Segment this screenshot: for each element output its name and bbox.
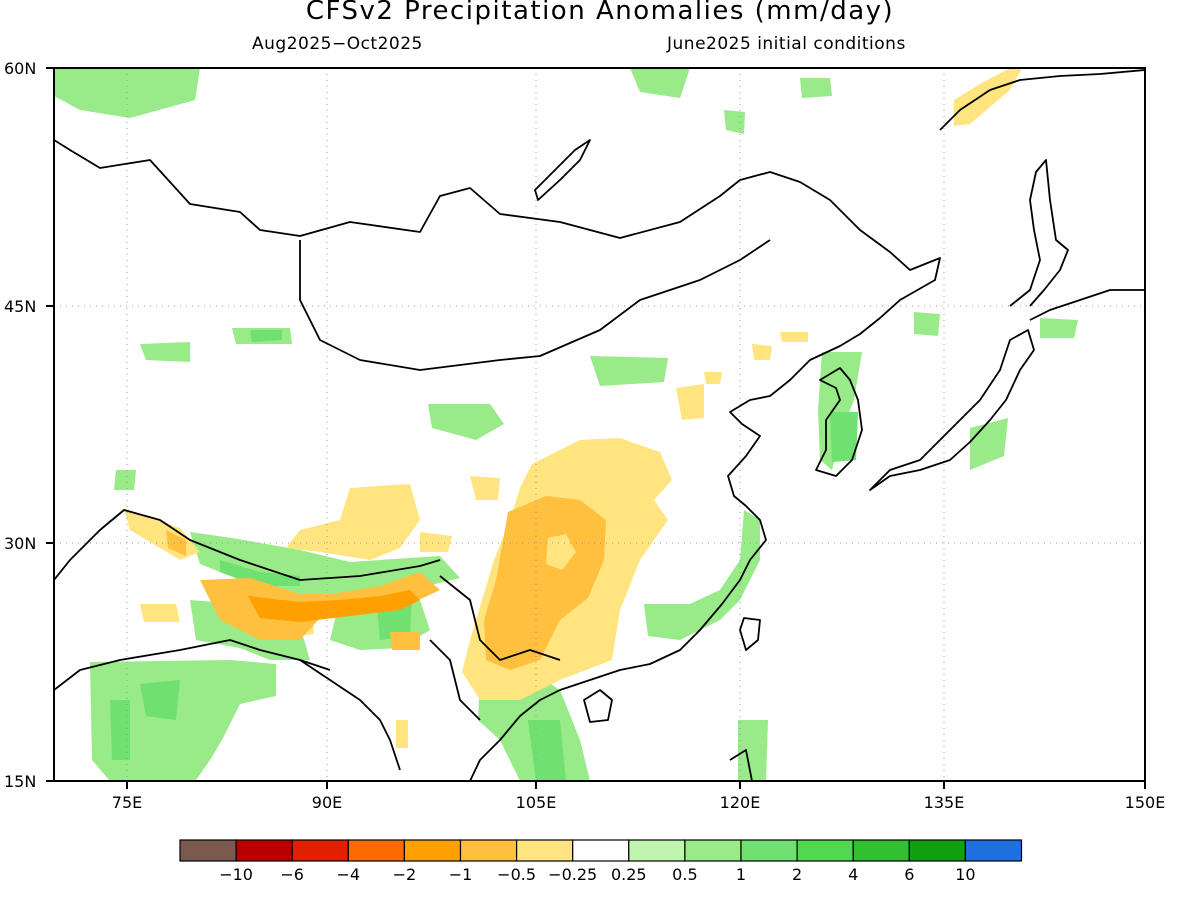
color-bar-swatch	[740, 839, 798, 862]
color-bar-swatch	[291, 839, 349, 862]
lat-label-15n: 15N	[4, 772, 36, 791]
color-bar-label: −6	[280, 865, 304, 884]
color-bar-label: −10	[219, 865, 253, 884]
color-bar-swatch	[908, 839, 966, 862]
lat-label-45n: 45N	[4, 297, 36, 316]
color-bar-label: 4	[848, 865, 858, 884]
lat-ticks	[46, 67, 54, 782]
color-bar-swatch	[235, 839, 293, 862]
lon-label-90e: 90E	[312, 793, 342, 812]
color-bar-swatch	[179, 839, 237, 862]
color-bar-swatch	[684, 839, 742, 862]
anomaly-shading	[54, 68, 1078, 781]
color-bar-swatch	[572, 839, 630, 862]
color-bar-label: 1	[736, 865, 746, 884]
plot-frame	[53, 67, 1146, 782]
color-bar-swatch	[347, 839, 405, 862]
color-bar-label: 0.25	[611, 865, 647, 884]
map-title: CFSv2 Precipitation Anomalies (mm/day)	[305, 0, 895, 26]
color-bar-label: −0.5	[497, 865, 536, 884]
color-bar-label: −1	[449, 865, 473, 884]
lon-label-150e: 150E	[1125, 793, 1166, 812]
color-bar-label: 0.5	[672, 865, 697, 884]
grid-lines	[54, 68, 1145, 781]
lon-label-105e: 105E	[516, 793, 557, 812]
lat-label-60n: 60N	[4, 59, 36, 78]
color-bar-swatch	[796, 839, 854, 862]
color-bar-label: 2	[792, 865, 802, 884]
lat-label-30n: 30N	[4, 534, 36, 553]
color-bar-labels: −10 −6 −4 −2 −1 −0.5 −0.25 0.25 0.5 1 2 4 6 10	[219, 865, 975, 884]
lon-label-135e: 135E	[924, 793, 965, 812]
color-bar-label: −2	[393, 865, 417, 884]
lon-label-120e: 120E	[720, 793, 761, 812]
color-bar-swatch	[403, 839, 462, 862]
color-bar-swatch	[628, 839, 686, 862]
color-bar-label: 10	[955, 865, 975, 884]
color-bar-label: −4	[337, 865, 361, 884]
color-bar-label: −0.25	[548, 865, 597, 884]
color-bar-swatch	[964, 839, 1023, 862]
color-bar	[179, 839, 1023, 862]
color-bar-swatch	[852, 839, 910, 862]
initial-conditions: June2025 initial conditions	[667, 34, 906, 54]
lon-label-75e: 75E	[112, 793, 142, 812]
forecast-period: Aug2025−Oct2025	[252, 34, 423, 54]
lon-ticks	[126, 781, 1146, 789]
color-bar-label: 6	[904, 865, 914, 884]
color-bar-swatch	[515, 839, 574, 862]
color-bar-swatch	[459, 839, 518, 862]
coastlines	[54, 69, 1145, 781]
